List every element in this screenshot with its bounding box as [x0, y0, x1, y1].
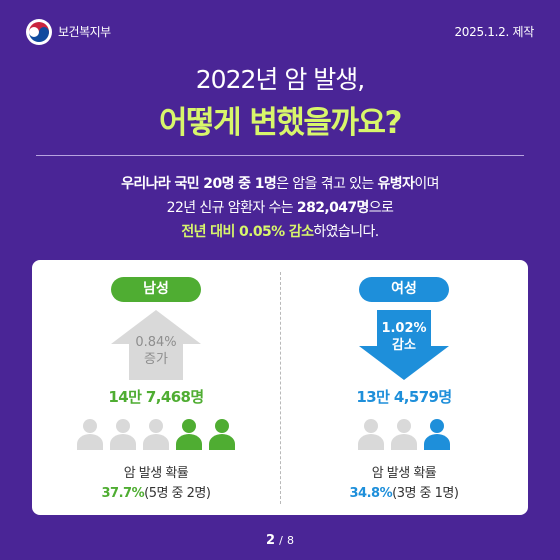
male-label-badge: 남성 [111, 277, 201, 302]
taegeuk-logo-icon [26, 19, 52, 45]
stats-card: 남성 0.84% 증가 14만 7,468명 암 발생 확률 37.7%(5명 … [32, 260, 528, 515]
intro-l3-end: 하였습니다. [313, 224, 379, 240]
page-separator: / [279, 534, 283, 547]
intro-l1-bold2: 유병자 [377, 176, 415, 192]
intro-l1-end: 이며 [414, 176, 439, 192]
male-change-value: 0.84% [135, 335, 177, 350]
male-column: 남성 0.84% 증가 14만 7,468명 암 발생 확률 37.7%(5명 … [32, 260, 280, 515]
male-prob-detail: (5명 중 2명) [144, 486, 211, 501]
title-line-2: 어떻게 변했을까요? [159, 105, 402, 141]
arrow-down-icon [359, 310, 449, 380]
male-prob-title: 암 발생 확률 [123, 466, 189, 481]
intro-l2-start: 22년 신규 암환자 수는 [166, 200, 297, 216]
intro-l2-end: 으로 [368, 200, 394, 216]
male-prob-value: 37.7%(5명 중 2명) [32, 482, 280, 501]
person-icon [143, 419, 169, 450]
intro-line-3: 전년 대비 0.05% 감소하였습니다. [0, 220, 560, 244]
intro-text: 우리나라 국민 20명 중 1명은 암을 겪고 있는 유병자이며 22년 신규 … [0, 172, 560, 244]
female-prob-pct: 34.8% [349, 486, 393, 501]
divider [36, 155, 524, 156]
female-change: 1.02% 감소 [359, 320, 449, 354]
person-icon [77, 419, 103, 450]
person-icon [176, 419, 202, 450]
intro-l3-highlight: 전년 대비 0.05% 감소 [181, 224, 314, 240]
creation-date: 2025.1.2. 제작 [454, 25, 534, 39]
page-current: 2 [265, 533, 276, 548]
header: 보건복지부 2025.1.2. 제작 [0, 0, 560, 60]
intro-l1-bold: 우리나라 국민 20명 중 1명 [121, 176, 277, 192]
intro-line-1: 우리나라 국민 20명 중 1명은 암을 겪고 있는 유병자이며 [0, 172, 560, 196]
female-label-badge: 여성 [359, 277, 449, 302]
org-name: 보건복지부 [58, 25, 111, 39]
female-prob-value: 34.8%(3명 중 1명) [280, 482, 528, 501]
page-indicator: 2 / 8 [0, 533, 560, 548]
person-icon [424, 419, 450, 450]
intro-l1-mid: 은 암을 겪고 있는 [276, 176, 378, 192]
person-icon [358, 419, 384, 450]
intro-l2-bold: 282,047명 [296, 200, 369, 216]
column-divider [280, 272, 281, 504]
person-icon [391, 419, 417, 450]
female-change-word: 감소 [392, 338, 416, 353]
male-change-word: 증가 [144, 352, 168, 367]
page-total: 8 [287, 534, 295, 547]
male-prob-pct: 37.7% [101, 486, 145, 501]
female-change-value: 1.02% [381, 321, 427, 336]
female-prob-title: 암 발생 확률 [371, 466, 437, 481]
arrow-up-icon [111, 310, 201, 380]
female-column: 여성 1.02% 감소 13만 4,579명 암 발생 확률 34.8%(3명 … [280, 260, 528, 515]
male-count: 14만 7,468명 [108, 388, 204, 406]
person-icon [209, 419, 235, 450]
male-people-row [32, 418, 280, 452]
person-icon [110, 419, 136, 450]
male-change: 0.84% 증가 [111, 334, 201, 368]
female-prob-detail: (3명 중 1명) [392, 486, 459, 501]
female-people-row [280, 418, 528, 452]
intro-line-2: 22년 신규 암환자 수는 282,047명으로 [0, 196, 560, 220]
title-line-1: 2022년 암 발생, [195, 65, 365, 94]
female-count: 13만 4,579명 [356, 388, 452, 406]
